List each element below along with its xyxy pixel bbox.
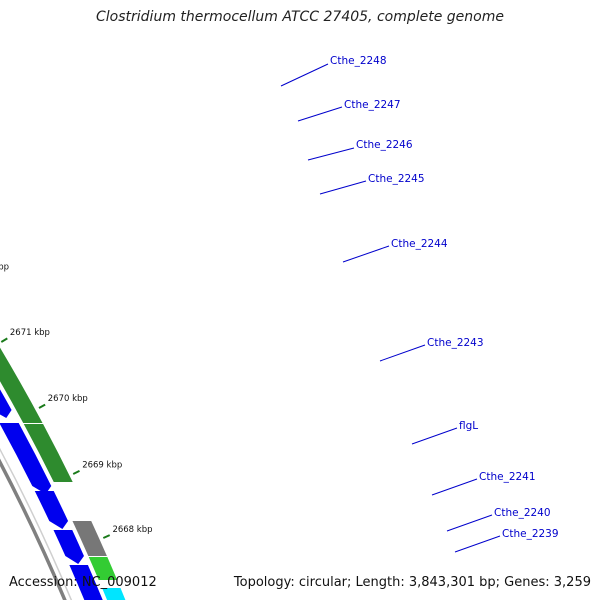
label-leader-line [307, 147, 355, 161]
label-leader-line [431, 478, 478, 496]
tick-label: 2670 kbp [48, 394, 88, 404]
gene-label: Cthe_2246 [356, 139, 413, 151]
tick-label: 2669 kbp [82, 461, 122, 471]
lightgreen-feature [88, 557, 118, 580]
feature-tracks [0, 347, 126, 600]
label-leader-line [454, 535, 501, 553]
gene-label: Cthe_2247 [344, 99, 401, 111]
label-leader-line [342, 245, 390, 263]
gene-label: Cthe_2243 [427, 337, 484, 349]
cds-arrow [0, 389, 12, 418]
map-title: Clostridium thermocellum ATCC 27405, com… [96, 9, 504, 25]
gene-labels: Cthe_2248 Cthe_2247 Cthe_2246 Cthe_2245 Cthe… [280, 55, 559, 553]
scale-ticks: 2676 kbp2675 kbp2674 kbp2673 kbp2672 kbp… [0, 263, 153, 539]
gene-label: Cthe_2239 [502, 528, 559, 540]
tick-label: 2671 kbp [10, 328, 50, 338]
genome-summary: Topology: circular; Length: 3,843,301 bp… [233, 575, 591, 590]
tick-label: 2672 kbp [0, 263, 9, 273]
backbone-line [0, 458, 67, 600]
label-leader-line [319, 180, 367, 195]
label-leader-line [446, 514, 493, 532]
gene-label: Cthe_2240 [494, 507, 551, 519]
label-leader-line [280, 63, 329, 87]
gene-label: Cthe_2248 [330, 55, 387, 67]
accession-text: Accession: NC_009012 [9, 575, 157, 590]
gene-label: Cthe_2245 [368, 173, 425, 185]
gene-label: flgL [459, 420, 478, 432]
label-leader-line [411, 427, 458, 445]
tick-label: 2668 kbp [112, 525, 152, 535]
scale-tick [0, 337, 8, 343]
gray-feature [72, 521, 107, 556]
scale-tick [72, 470, 80, 475]
gene-label: Cthe_2244 [391, 238, 448, 250]
label-leader-line [297, 106, 343, 122]
backbone [0, 448, 73, 600]
gene-label: Cthe_2241 [479, 471, 536, 483]
cds-arrow [34, 491, 69, 529]
cds-arrow [69, 565, 103, 600]
cyan-feature [102, 588, 126, 600]
green-feature [23, 424, 73, 482]
cds-arrow [53, 530, 84, 564]
scale-tick [102, 534, 111, 539]
backbone-shadow [0, 448, 73, 600]
green-feature [0, 347, 43, 423]
label-leader-line [379, 344, 426, 362]
scale-tick [38, 403, 46, 409]
cds-arrow [0, 423, 52, 494]
